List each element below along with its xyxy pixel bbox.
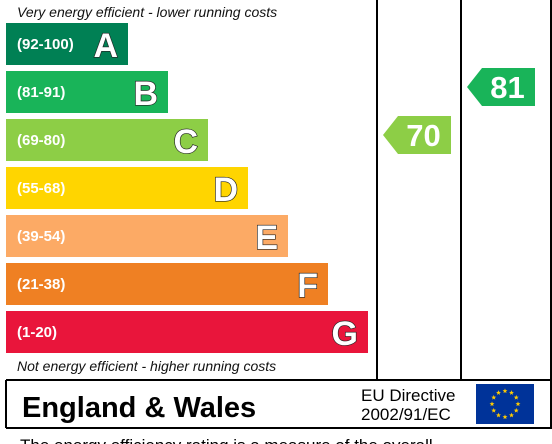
eu-directive-number: 2002/91/EC xyxy=(361,405,451,424)
band-bar-g xyxy=(6,311,368,353)
rating-value-current: 70 xyxy=(406,118,440,153)
below-text: The energy efficiency rating is a measur… xyxy=(20,436,433,444)
band-bar-b xyxy=(6,71,168,113)
eu-flag-icon xyxy=(476,384,534,424)
band-bar-f xyxy=(6,263,328,305)
footer-title: England & Wales xyxy=(22,392,256,424)
eu-star xyxy=(491,407,497,413)
eu-star xyxy=(513,394,519,400)
band-range-b: (81-91) xyxy=(17,84,65,101)
eu-directive-label: EU Directive xyxy=(361,386,455,405)
band-letter-c: C xyxy=(173,123,198,161)
band-range-d: (55-68) xyxy=(17,180,65,197)
rating-value-potential: 81 xyxy=(490,70,524,105)
rating-arrow-current xyxy=(383,116,451,154)
rating-arrows: 70 81 xyxy=(383,68,535,154)
band-range-a: (92-100) xyxy=(17,36,74,53)
band-letter-b: B xyxy=(133,75,158,113)
band-range-e: (39-54) xyxy=(17,228,65,245)
eu-star xyxy=(496,390,501,395)
band-bar-d xyxy=(6,167,248,209)
band-range-c: (69-80) xyxy=(17,132,65,149)
eu-star xyxy=(509,390,514,395)
band-range-g: (1-20) xyxy=(17,324,57,341)
chart-frame xyxy=(5,0,552,429)
eu-star xyxy=(502,388,508,394)
top-note: Very energy efficient - lower running co… xyxy=(17,4,277,20)
eu-star xyxy=(496,412,501,418)
band-letter-g: G xyxy=(332,315,358,353)
eu-star xyxy=(509,412,514,418)
band-bar-e xyxy=(6,215,288,257)
eu-star xyxy=(513,407,519,413)
band-bar-a xyxy=(6,23,128,65)
eu-star xyxy=(502,414,508,420)
band-bars: (92-100) A (81-91) B (69-80) C (55-68) D (39-54)… xyxy=(6,23,368,354)
band-range-f: (21-38) xyxy=(17,276,65,293)
eu-star xyxy=(491,394,497,400)
band-letter-d: D xyxy=(213,171,238,209)
band-letter-e: E xyxy=(255,219,278,257)
band-bar-c xyxy=(6,119,208,161)
rating-arrow-potential xyxy=(467,68,535,106)
eu-star xyxy=(489,401,495,407)
eu-star xyxy=(515,401,521,407)
band-letter-f: F xyxy=(297,267,318,305)
bottom-note: Not energy efficient - higher running co… xyxy=(17,358,276,374)
band-letter-a: A xyxy=(93,27,118,65)
